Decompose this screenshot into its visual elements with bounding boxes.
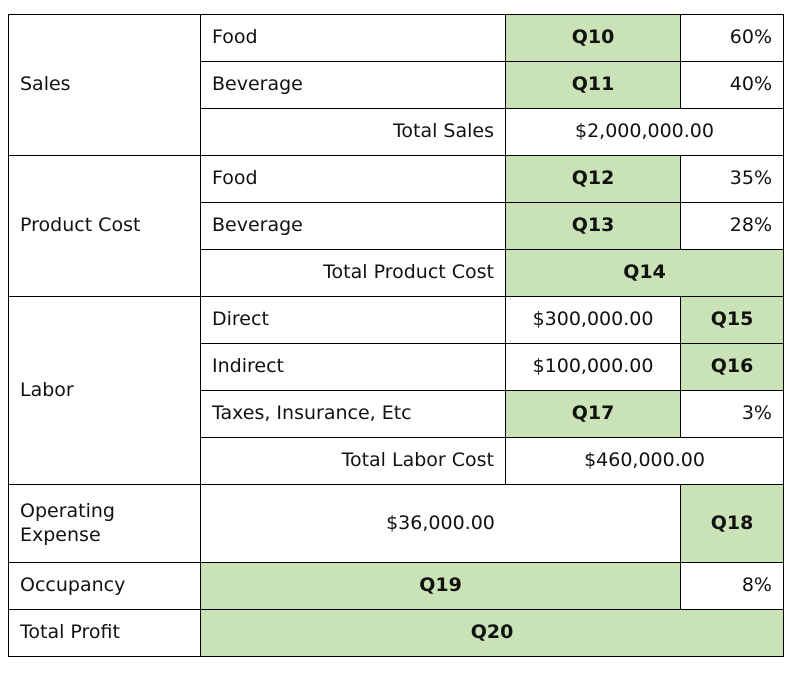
row: Total Profit Q20 bbox=[8, 609, 784, 657]
cell: Q19 bbox=[200, 562, 681, 610]
cell: Q13 bbox=[505, 202, 681, 250]
cell: Beverage bbox=[200, 61, 506, 109]
cell: Total Product Cost bbox=[200, 249, 506, 297]
cell: $36,000.00 bbox=[200, 484, 681, 563]
section-label: Total Profit bbox=[8, 609, 201, 657]
row: Occupancy Q19 8% bbox=[8, 562, 784, 610]
cell: Beverage bbox=[200, 202, 506, 250]
row: Beverage Q11 40% bbox=[9, 61, 784, 109]
row: Total Product Cost Q14 bbox=[9, 249, 784, 297]
cell: $300,000.00 bbox=[505, 296, 681, 344]
cell: $2,000,000.00 bbox=[505, 108, 784, 156]
row: Taxes, Insurance, Etc Q17 3% bbox=[9, 390, 784, 438]
section-label: Operating Expense bbox=[8, 484, 201, 563]
section-label: Product Cost bbox=[8, 155, 201, 297]
cell: 28% bbox=[680, 202, 784, 250]
cell: 3% bbox=[680, 390, 784, 438]
cell: Total Labor Cost bbox=[200, 437, 506, 485]
section-label: Labor bbox=[8, 296, 201, 485]
section-label: Occupancy bbox=[8, 562, 201, 610]
cell: 35% bbox=[680, 155, 784, 203]
cell: Taxes, Insurance, Etc bbox=[200, 390, 506, 438]
cell: Q14 bbox=[505, 249, 784, 297]
cell: Indirect bbox=[200, 343, 506, 391]
cell: $460,000.00 bbox=[505, 437, 784, 485]
row: Beverage Q13 28% bbox=[9, 202, 784, 250]
cell: Q18 bbox=[680, 484, 784, 563]
row: Sales Food Q10 60% bbox=[8, 14, 784, 156]
cell: Q16 bbox=[680, 343, 784, 391]
row: Total Labor Cost $460,000.00 bbox=[9, 437, 784, 485]
cell: 40% bbox=[680, 61, 784, 109]
cell: Q17 bbox=[505, 390, 681, 438]
cell: Q10 bbox=[505, 14, 681, 62]
cell: Q20 bbox=[200, 609, 784, 657]
cell: Q11 bbox=[505, 61, 681, 109]
cell: Q12 bbox=[505, 155, 681, 203]
section-label: Sales bbox=[8, 14, 201, 156]
cell: Total Sales bbox=[200, 108, 506, 156]
cell: Q15 bbox=[680, 296, 784, 344]
cell: Food bbox=[200, 14, 506, 62]
cell: Food bbox=[200, 155, 506, 203]
row: Product Cost Food Q12 35% bbox=[8, 155, 784, 297]
cell: $100,000.00 bbox=[505, 343, 681, 391]
cost-table: Sales Food Q10 60% Beverage Q11 40% Tota… bbox=[8, 14, 784, 657]
row: Operating Expense $36,000.00 Q18 bbox=[8, 484, 784, 563]
cell: 60% bbox=[680, 14, 784, 62]
cell: Direct bbox=[200, 296, 506, 344]
cell: 8% bbox=[680, 562, 784, 610]
row: Labor Direct $300,000.00 Q15 bbox=[8, 296, 784, 485]
row: Indirect $100,000.00 Q16 bbox=[9, 343, 784, 391]
